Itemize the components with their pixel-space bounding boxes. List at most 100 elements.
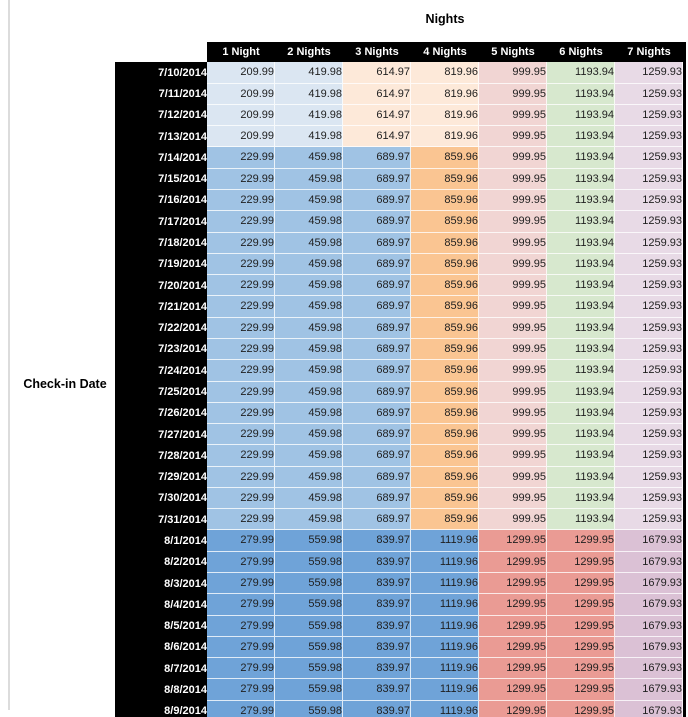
price-cell: 419.98 [275, 126, 343, 148]
date-cell: 8/3/2014 [115, 573, 207, 595]
price-cell: 839.97 [343, 679, 411, 701]
price-cell: 1259.93 [615, 168, 683, 190]
price-cell: 859.96 [411, 211, 479, 233]
price-cell: 229.99 [207, 445, 275, 467]
price-cell: 459.98 [275, 509, 343, 531]
price-cell: 1193.94 [547, 62, 615, 84]
price-cell: 1299.95 [479, 679, 547, 701]
price-cell: 279.99 [207, 615, 275, 637]
table-row: 8/1/2014 279.99 559.98 839.97 1119.96 1299.95… [115, 530, 683, 552]
date-cell: 8/1/2014 [115, 530, 207, 552]
table-row: 7/17/2014 229.99 459.98 689.97 859.96 999.95 1… [115, 211, 683, 233]
price-cell: 689.97 [343, 509, 411, 531]
price-cell: 1193.94 [547, 147, 615, 169]
price-cell: 614.97 [343, 126, 411, 148]
price-cell: 999.95 [479, 296, 547, 318]
price-cell: 689.97 [343, 338, 411, 361]
price-cell: 229.99 [207, 317, 275, 339]
price-cell: 839.97 [343, 615, 411, 637]
table-row: 8/9/2014 279.99 559.98 839.97 1119.96 1299.95… [115, 700, 683, 717]
price-cell: 614.97 [343, 104, 411, 127]
price-cell: 559.98 [275, 551, 343, 574]
price-cell: 999.95 [479, 445, 547, 467]
price-cell: 1259.93 [615, 338, 683, 361]
price-cell: 229.99 [207, 232, 275, 254]
price-cell: 1299.95 [479, 658, 547, 680]
price-cell: 559.98 [275, 615, 343, 637]
table-row: 7/18/2014 229.99 459.98 689.97 859.96 999.95 1… [115, 232, 683, 254]
price-cell: 859.96 [411, 509, 479, 531]
price-cell: 614.97 [343, 83, 411, 105]
price-cell: 1299.95 [547, 594, 615, 616]
price-cell: 1299.95 [547, 636, 615, 659]
date-cell: 7/29/2014 [115, 466, 207, 488]
price-cell: 1679.93 [615, 551, 683, 574]
price-cell: 459.98 [275, 296, 343, 318]
price-cell: 459.98 [275, 168, 343, 190]
table-row: 7/25/2014 229.99 459.98 689.97 859.96 999.95 1… [115, 381, 683, 403]
price-cell: 229.99 [207, 168, 275, 190]
date-cell: 7/17/2014 [115, 211, 207, 233]
table-row: 7/16/2014 229.99 459.98 689.97 859.96 999.95 1… [115, 189, 683, 212]
price-cell: 1299.95 [479, 700, 547, 717]
date-cell: 7/10/2014 [115, 62, 207, 84]
price-cell: 559.98 [275, 636, 343, 659]
price-cell: 1299.95 [479, 530, 547, 552]
price-cell: 459.98 [275, 317, 343, 339]
price-cell: 229.99 [207, 466, 275, 488]
table-row: 8/2/2014 279.99 559.98 839.97 1119.96 1299.95… [115, 551, 683, 574]
price-cell: 279.99 [207, 594, 275, 616]
price-cell: 819.96 [411, 104, 479, 127]
price-cell: 1259.93 [615, 381, 683, 403]
price-cell: 1119.96 [411, 594, 479, 616]
price-cell: 1119.96 [411, 573, 479, 595]
price-cell: 1299.95 [479, 594, 547, 616]
table-row: 8/5/2014 279.99 559.98 839.97 1119.96 1299.95… [115, 615, 683, 637]
table-row: 7/21/2014 229.99 459.98 689.97 859.96 999.95 1… [115, 296, 683, 318]
price-cell: 279.99 [207, 530, 275, 552]
price-cell: 999.95 [479, 275, 547, 297]
price-cell: 229.99 [207, 211, 275, 233]
table-row: 7/30/2014 229.99 459.98 689.97 859.96 999.95 1… [115, 487, 683, 510]
price-cell: 839.97 [343, 530, 411, 552]
price-cell: 1679.93 [615, 636, 683, 659]
price-cell: 614.97 [343, 62, 411, 84]
price-cell: 279.99 [207, 636, 275, 659]
table-row: 7/22/2014 229.99 459.98 689.97 859.96 999.95 1… [115, 317, 683, 339]
price-cell: 559.98 [275, 530, 343, 552]
price-cell: 559.98 [275, 700, 343, 717]
price-cell: 459.98 [275, 445, 343, 467]
price-cell: 1193.94 [547, 338, 615, 361]
price-cell: 459.98 [275, 253, 343, 276]
table-row: 7/10/2014 209.99 419.98 614.97 819.96 999.95 1… [115, 62, 683, 84]
price-cell: 839.97 [343, 658, 411, 680]
price-cell: 859.96 [411, 296, 479, 318]
column-header: 7 Nights [615, 42, 683, 63]
price-cell: 1119.96 [411, 551, 479, 574]
price-cell: 459.98 [275, 189, 343, 212]
date-cell: 7/18/2014 [115, 232, 207, 254]
price-cell: 1259.93 [615, 253, 683, 276]
table-row: 7/11/2014 209.99 419.98 614.97 819.96 999.95 1… [115, 83, 683, 105]
price-cell: 229.99 [207, 296, 275, 318]
table-row: 7/14/2014 229.99 459.98 689.97 859.96 999.95 1… [115, 147, 683, 169]
price-cell: 689.97 [343, 147, 411, 169]
left-edge-line [8, 0, 10, 710]
price-cell: 1193.94 [547, 211, 615, 233]
price-cell: 689.97 [343, 189, 411, 212]
table-row: 7/27/2014 229.99 459.98 689.97 859.96 999.95 1… [115, 424, 683, 446]
price-cell: 559.98 [275, 679, 343, 701]
date-cell: 8/5/2014 [115, 615, 207, 637]
price-cell: 999.95 [479, 83, 547, 105]
column-header: 6 Nights [547, 42, 615, 63]
price-cell: 999.95 [479, 338, 547, 361]
price-cell: 459.98 [275, 487, 343, 510]
price-cell: 999.95 [479, 360, 547, 382]
date-cell: 7/24/2014 [115, 360, 207, 382]
price-cell: 1119.96 [411, 615, 479, 637]
table-row: 7/20/2014 229.99 459.98 689.97 859.96 999.95 1… [115, 275, 683, 297]
price-cell: 279.99 [207, 573, 275, 595]
price-cell: 999.95 [479, 62, 547, 84]
price-cell: 279.99 [207, 551, 275, 574]
